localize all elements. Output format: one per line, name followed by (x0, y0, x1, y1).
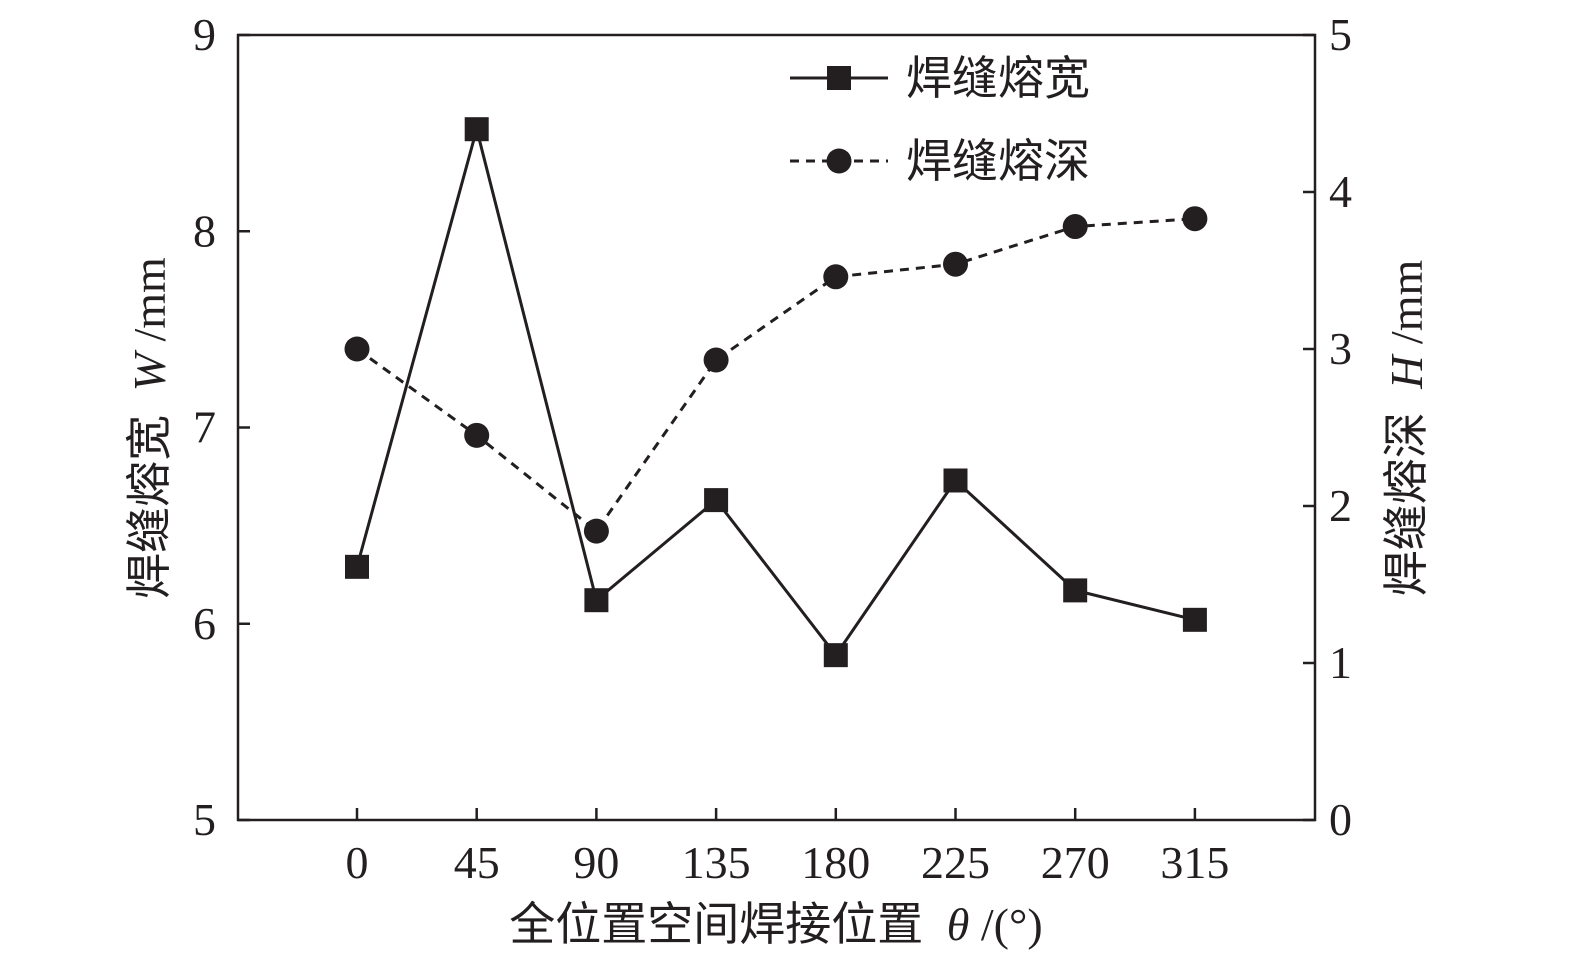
y-right-tick-label: 3 (1329, 323, 1352, 374)
legend-marker-circle (826, 148, 852, 174)
series-2-point (344, 336, 370, 362)
y-left-axis-title: 焊缝熔宽 W /mm (124, 257, 175, 599)
series-1-point (1063, 578, 1088, 603)
y-left-unit: /mm (124, 257, 175, 342)
legend-label-2: 焊缝熔深 (906, 136, 1090, 187)
y-right-tick-label: 2 (1329, 480, 1352, 531)
series-2-point (1182, 206, 1208, 232)
x-label: 全位置空间焊接位置 (509, 899, 923, 950)
y-right-tick-label: 5 (1329, 9, 1352, 60)
series-1-point (943, 468, 968, 493)
x-tick-label: 135 (682, 837, 751, 888)
series-1-point (584, 588, 609, 613)
series-2-point (1062, 214, 1088, 240)
x-symbol: θ (947, 899, 970, 950)
x-axis-title: 全位置空间焊接位置 θ /(°) (509, 899, 1042, 950)
y-right-axis-title: 焊缝熔深 H /mm (1381, 259, 1432, 596)
x-tick-label: 225 (921, 837, 990, 888)
x-tick-label: 315 (1160, 837, 1229, 888)
y-left-tick-label: 5 (193, 794, 216, 845)
series-1-point (345, 554, 369, 579)
y-right-tick-label: 0 (1329, 794, 1352, 845)
x-tick-label: 270 (1041, 837, 1110, 888)
y-left-label: 焊缝熔宽 (124, 415, 175, 599)
x-tick-label: 45 (454, 837, 500, 888)
y-right-unit: /mm (1381, 259, 1432, 344)
y-left-tick-label: 7 (193, 402, 216, 453)
series-2-point (823, 264, 849, 290)
y-left-symbol: W (124, 349, 175, 391)
series-2-point (464, 422, 490, 448)
y-left-tick-label: 8 (193, 205, 216, 256)
series-2-point (943, 251, 968, 277)
series-1-point (823, 643, 848, 668)
y-right-label: 焊缝熔深 (1381, 412, 1432, 596)
x-axis: 0 45 90 135 180 225 270 315 (346, 808, 1229, 888)
y-right-tick-label: 1 (1329, 637, 1352, 688)
x-tick-label: 0 (346, 837, 369, 888)
y-left-tick-label: 6 (193, 598, 216, 649)
y-right-symbol: H (1381, 353, 1432, 390)
series-1-point (704, 488, 729, 513)
x-tick-label: 180 (801, 837, 870, 888)
series-layer (344, 117, 1208, 668)
x-tick-label: 90 (573, 837, 619, 888)
series-2-point (583, 518, 609, 544)
right-axis: 0 1 2 3 4 5 (1303, 9, 1352, 845)
x-unit: /(°) (981, 899, 1043, 950)
legend-label-1: 焊缝熔宽 (906, 53, 1090, 104)
legend-marker-square (827, 66, 851, 90)
plot-frame (236, 33, 1317, 822)
series-line-1 (355, 123, 1196, 658)
series-1-point (1182, 607, 1207, 632)
y-right-tick-label: 4 (1329, 166, 1352, 217)
y-left-tick-label: 9 (193, 9, 216, 60)
left-axis: 5 6 7 8 9 (193, 9, 250, 845)
series-2-point (703, 347, 729, 373)
series-1-point (464, 117, 489, 142)
series-line-2 (356, 217, 1195, 534)
